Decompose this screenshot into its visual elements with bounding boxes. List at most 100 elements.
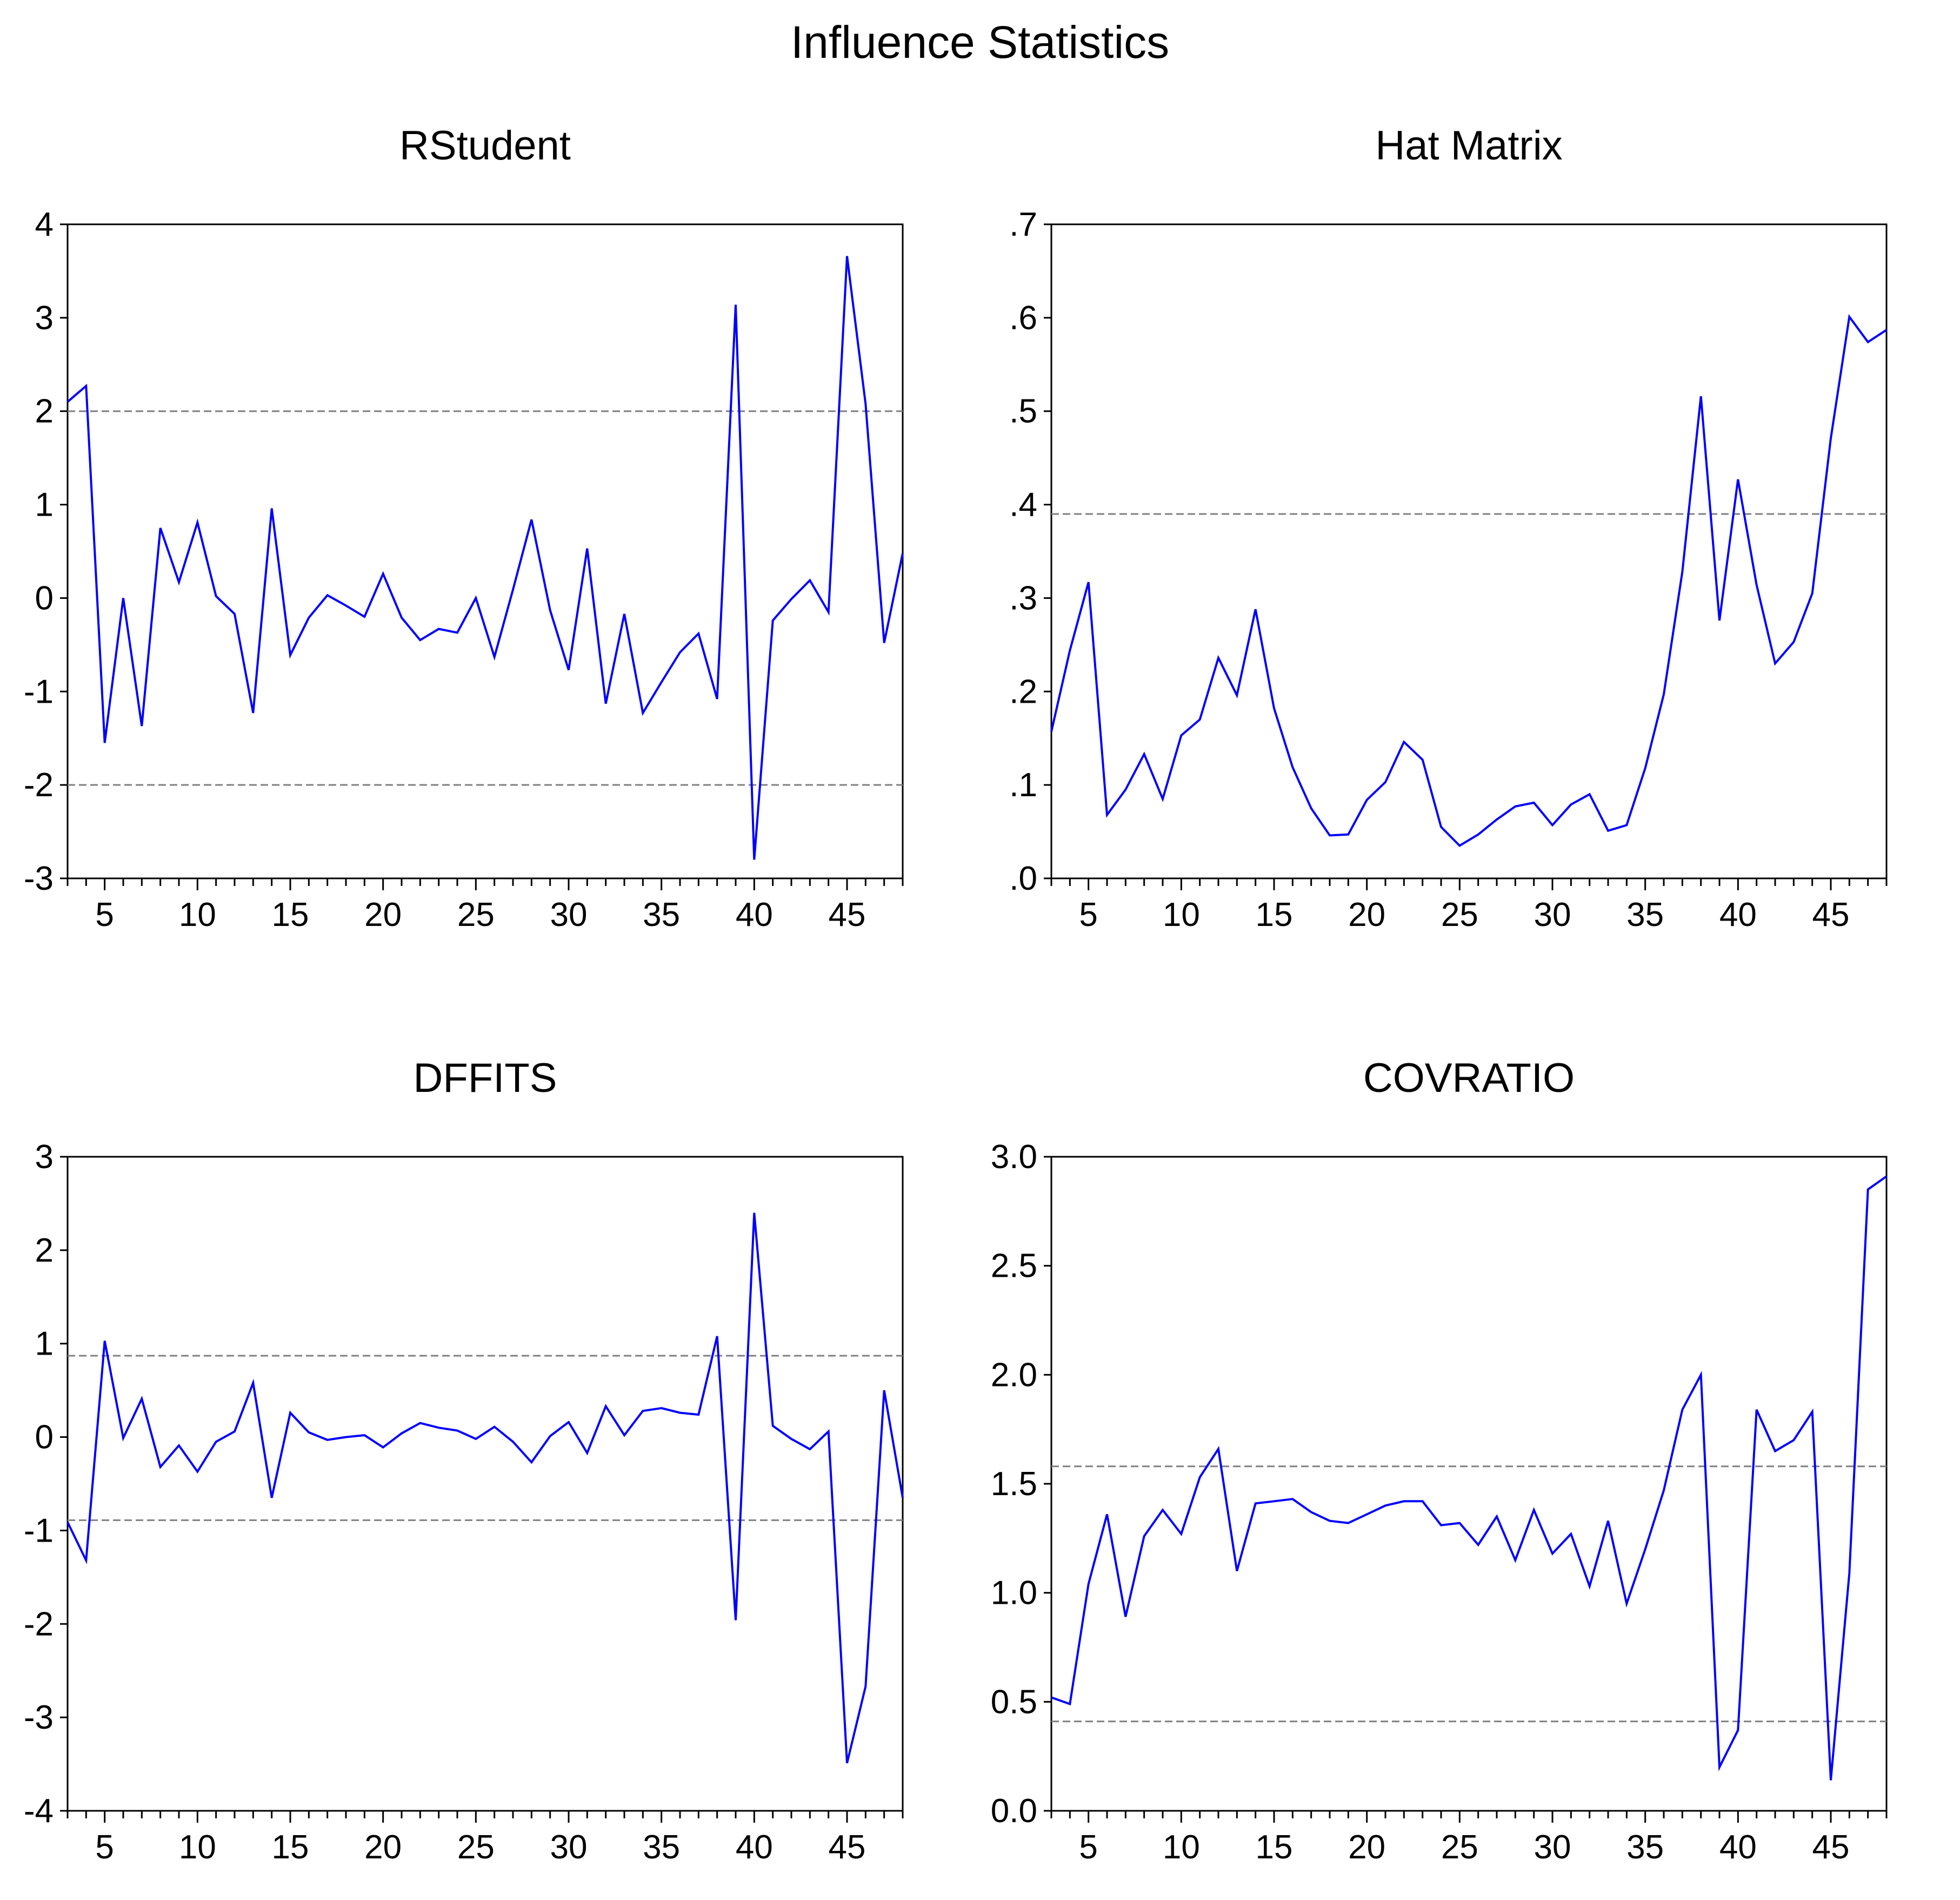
rstudent-data-point: [567, 669, 570, 672]
covratio-ytick-label: 1.0: [991, 1575, 1037, 1612]
rstudent-xtick-label: 30: [550, 896, 588, 934]
hat-matrix-data-point: [1310, 806, 1313, 810]
dffits-ytick-label: -4: [24, 1792, 54, 1830]
rstudent-data-point: [251, 711, 255, 715]
dffits-data-point: [363, 1434, 366, 1437]
hat-matrix-ytick-label: .7: [1009, 206, 1037, 243]
dffits-ytick-label: 0: [35, 1419, 54, 1456]
covratio-data-point: [1588, 1585, 1591, 1588]
covratio-data-point: [1050, 1696, 1053, 1699]
rstudent-data-point: [66, 400, 69, 403]
dffits-ytick-label: -1: [24, 1512, 54, 1549]
hat-matrix-data-point: [1625, 823, 1628, 826]
covratio-data-point: [1514, 1558, 1517, 1562]
rstudent-data-point: [697, 632, 700, 635]
hat-matrix-ytick-label: .0: [1009, 860, 1037, 897]
covratio-data-point: [1217, 1447, 1220, 1450]
hat-matrix-data-point: [1217, 656, 1220, 659]
hat-matrix-data-point: [1254, 608, 1257, 611]
covratio-data-point: [1625, 1602, 1628, 1605]
dffits-data-point: [474, 1437, 477, 1441]
rstudent-data-point: [344, 604, 348, 607]
rstudent-data-point: [103, 741, 106, 744]
rstudent-data-point: [678, 651, 682, 654]
covratio-data-point: [1179, 1532, 1183, 1536]
dffits-data-point: [103, 1339, 106, 1343]
hat-matrix-data-point: [1384, 781, 1387, 784]
rstudent-data-point: [215, 595, 218, 598]
rstudent-xtick-label: 20: [364, 896, 402, 934]
covratio-data-point: [1866, 1188, 1870, 1191]
rstudent-data-point: [883, 641, 886, 644]
rstudent-data-point: [604, 702, 608, 705]
hat-matrix-chart: Hat Matrix .7 .6 .5 .4 .3 .2 .1 .0 5 10 15 20 25 30 35 4…: [1009, 123, 1888, 934]
covratio-ytick-label: 0.5: [991, 1683, 1037, 1721]
dffits-data-point: [567, 1421, 570, 1424]
dffits-data-point: [233, 1430, 236, 1433]
hat-matrix-data-point: [1124, 788, 1127, 791]
covratio-data-point: [1458, 1522, 1461, 1525]
hat-matrix-data-point: [1068, 649, 1071, 652]
dffits-xtick-label: 15: [272, 1829, 309, 1866]
hat-matrix-xtick-label: 10: [1163, 896, 1200, 934]
covratio-data-point: [1718, 1765, 1721, 1769]
covratio-ytick-label: 0.0: [991, 1792, 1037, 1830]
hat-matrix-ytick-label: .1: [1009, 766, 1037, 804]
covratio-data-point: [1736, 1729, 1739, 1732]
rstudent-data-point: [549, 609, 552, 612]
dffits-data-point: [511, 1440, 515, 1443]
dffits-xtick-label: 20: [364, 1829, 402, 1866]
dffits-data-point: [752, 1211, 756, 1215]
covratio-data-point: [1681, 1408, 1684, 1411]
hat-matrix-xtick-label: 20: [1348, 896, 1385, 934]
rstudent-data-point: [474, 596, 477, 599]
hat-matrix-xtick-label: 30: [1534, 896, 1571, 934]
covratio-data-point: [1254, 1502, 1257, 1505]
hat-matrix-xtick-label: 25: [1441, 896, 1478, 934]
rstudent-ytick-label: -1: [24, 673, 54, 710]
dffits-ytick-label: 3: [35, 1138, 54, 1176]
covratio-data-point: [1421, 1499, 1424, 1503]
hat-matrix-ytick-label: .5: [1009, 393, 1037, 430]
dffits-data-point: [437, 1426, 441, 1429]
hat-matrix-data-point: [1179, 734, 1183, 737]
covratio-data-point: [1161, 1508, 1164, 1511]
covratio-xtick-label: 45: [1812, 1829, 1850, 1866]
dffits-data-point: [623, 1434, 626, 1437]
rstudent-ytick-label: 1: [35, 486, 54, 524]
covratio-chart: COVRATIO 3.0 2.5 2.0 1.5 1.0 0.5 0.0 5 10 15 20 25 30…: [991, 1055, 1888, 1866]
covratio-data-point: [1402, 1499, 1405, 1503]
dffits-title: DFFITS: [414, 1055, 557, 1101]
covratio-data-point: [1439, 1524, 1443, 1527]
hat-matrix-data-point: [1458, 844, 1461, 848]
covratio-data-point: [1328, 1519, 1331, 1523]
rstudent-data-point: [864, 402, 867, 405]
covratio-plot-frame: [1050, 1156, 1888, 1812]
rstudent-xtick-label: 10: [179, 896, 216, 934]
dffits-data-point: [901, 1496, 904, 1499]
covratio-xtick-label: 20: [1348, 1829, 1385, 1866]
covratio-data-point: [1699, 1373, 1703, 1376]
rstudent-data-point: [289, 654, 292, 657]
covratio-data-point: [1291, 1497, 1294, 1501]
dffits-xtick-label: 30: [550, 1829, 588, 1866]
dffits-data-point: [864, 1685, 867, 1688]
dffits-data-point: [270, 1496, 274, 1499]
covratio-xtick-label: 25: [1441, 1829, 1478, 1866]
hat-matrix-data-point: [1532, 801, 1536, 804]
dffits-data-point: [307, 1431, 310, 1434]
dffits-panel: DFFITS 3 2 1 0 -1 -2 -3 -4 5 10 15 20 25 30 35 40 45: [0, 1041, 962, 1866]
covratio-data-point: [1087, 1583, 1090, 1586]
covratio-data-point: [1346, 1522, 1350, 1525]
hat-matrix-data-point: [1551, 823, 1554, 826]
dffits-data-point: [66, 1521, 69, 1524]
rstudent-data-point: [808, 579, 811, 582]
dffits-data-point: [251, 1381, 255, 1384]
hat-matrix-ytick-label: .2: [1009, 673, 1037, 710]
dffits-data-point: [196, 1470, 199, 1474]
rstudent-ytick-label: 4: [35, 206, 54, 243]
dffits-data-point: [122, 1436, 125, 1439]
dffits-series-line: [66, 1212, 904, 1764]
hat-matrix-data-point: [1699, 395, 1703, 398]
